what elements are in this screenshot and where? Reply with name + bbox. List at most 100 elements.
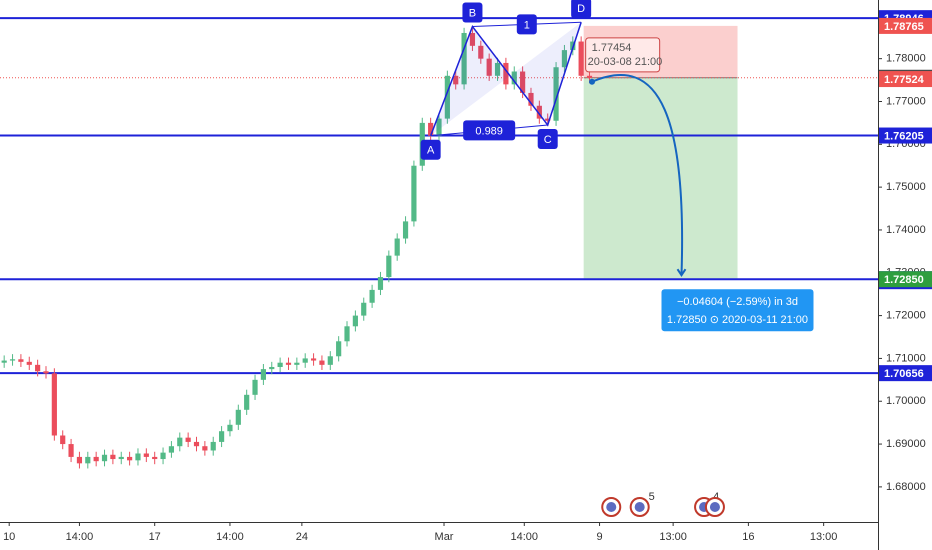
candle-body [336,341,342,357]
point-label: B [469,7,476,19]
y-tick-label: 1.71000 [886,352,926,364]
candle-body [143,453,149,457]
ratio-badge [463,120,516,141]
candle-body [528,92,534,106]
candle-body [43,371,49,374]
candle-body [344,326,350,342]
plot-area [0,17,878,469]
candle-body [469,32,476,46]
ratio-label: 1 [524,19,530,31]
candle-body [152,456,158,460]
event-icon-inner [606,502,617,512]
candle-body [386,255,392,278]
x-tick-label: 16 [742,531,754,543]
candle-body [369,289,375,303]
candle-body [93,456,99,462]
candle-body [185,437,191,442]
candle-body [377,277,384,290]
level-price-box [879,127,932,144]
candle-body [118,456,124,460]
candle-body [461,32,467,85]
x-tick-label: 13:00 [659,531,687,543]
candle-body [85,456,91,464]
candle-body [436,118,442,136]
candle-body [578,41,584,76]
candle-body [561,50,568,68]
y-tick-label: 1.68000 [886,481,926,493]
candle-body [18,359,24,362]
candle-body [361,302,367,316]
x-tick-label: 17 [149,531,161,543]
hover-price: 1.77454 [592,42,632,54]
candle-body [453,75,459,85]
point-badge [462,2,483,23]
point-label: D [577,3,585,15]
candle-body [536,105,542,119]
y-tick-label: 1.72000 [886,310,926,322]
result-box [661,289,814,332]
candle-body [402,221,409,239]
projection-arrow [591,74,684,276]
price-label: 1.78765 [884,21,924,33]
x-tick-label: 13:00 [810,531,838,543]
candle-body [394,238,400,256]
y-tick-label: 1.70000 [886,395,926,407]
x-tick-label: 14:00 [66,531,94,543]
candle-body [285,362,292,365]
candle-body [177,437,183,447]
pattern-line [429,22,582,137]
x-tick-label: 9 [596,531,602,543]
candle-body [586,75,593,78]
candle-body [68,444,74,457]
event-icon-inner [634,502,645,512]
candle-body [168,446,175,453]
candle-body [252,379,258,395]
candle-body [160,452,166,460]
candle-body [310,358,317,361]
candle-body [202,446,208,451]
candle-body [193,441,200,447]
x-tick-label: 24 [296,531,308,543]
x-tick-label: 14:00 [216,531,244,543]
candle-body [503,62,509,85]
y-tick-label: 1.77000 [886,95,926,107]
candle-body [411,165,417,222]
arrow-head [676,268,687,278]
candle-body [210,441,216,451]
candle-body [428,122,434,136]
hover-box [585,37,661,73]
price-box [879,17,932,34]
candle-body [269,366,275,370]
x-tick-label: 10 [3,531,15,543]
candle-body [478,45,484,59]
point-badge [571,0,592,19]
point-label: C [544,134,552,146]
start-dot [589,78,596,85]
candle-body [294,362,300,365]
ratio-label: 0.989 [475,125,503,137]
candle-body [235,409,241,425]
candle-body [9,359,16,361]
candle-body [494,62,501,76]
candle-body [319,360,325,365]
level-price-label: 1.76205 [884,130,924,142]
price-box [879,71,932,88]
candle-body [352,315,358,327]
candle-body [444,75,450,119]
candle-body [135,453,141,461]
point-badge [537,129,558,150]
candle-body [1,360,7,363]
hover-time: 20-03-08 21:00 [588,56,663,68]
candle-body [76,456,83,464]
result-text: −0.04604 (−2.59%) in 3d [677,296,798,308]
x-tick-label: 14:00 [511,531,539,543]
candle-body [60,435,66,445]
candle-body [244,394,250,410]
candle-body [26,361,32,365]
candle-body [127,456,133,461]
candle-body [553,67,559,121]
result-target: 1.72850 ⊙ 2020-03-11 21:00 [667,314,808,326]
y-tick-label: 1.78000 [886,53,926,65]
candle-body [35,364,41,372]
